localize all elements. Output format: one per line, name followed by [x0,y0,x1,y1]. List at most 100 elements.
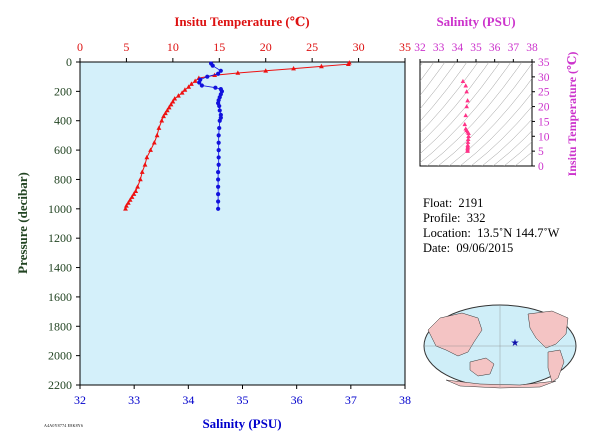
ts-contour-line [420,62,479,134]
ts-temperature-tick-label: 5 [538,146,544,158]
temperature-point [148,147,153,152]
salinity-point [216,71,221,76]
salinity-point [205,74,210,79]
temperature-point [139,169,145,174]
temperature-point [189,81,194,86]
temperature-point [176,93,181,98]
ts-contour-line [437,63,532,166]
salinity-tick-label: 35 [237,393,249,407]
float-label: Float: [423,196,453,210]
pressure-axis-label: Pressure (decibar) [15,172,30,274]
temperature-point [182,87,188,92]
salinity-point [216,184,221,189]
ts-salinity-axis-label: Salinity (PSU) [436,14,515,29]
salinity-tick-label: 36 [291,393,303,407]
pressure-tick-label: 1800 [48,319,72,333]
ts-contour-line [420,62,468,122]
salinity-point [218,68,223,73]
salinity-tick-label: 38 [399,393,411,407]
pressure-tick-label: 1200 [48,231,72,245]
ts-point [465,98,470,103]
pressure-tick-label: 400 [54,114,72,128]
ts-salinity-tick-label: 35 [470,42,482,54]
map-land-antarctica [445,379,557,389]
temperature-tick-label: 5 [123,40,129,54]
date-row: Date: 09/06/2015 [423,241,559,256]
ts-temperature-tick-label: 10 [538,131,550,143]
ts-salinity-tick-label: 32 [414,42,426,54]
pressure-tick-label: 600 [54,143,72,157]
pressure-tick-label: 2200 [48,378,72,392]
temperature-point [345,61,351,67]
ts-point [466,133,471,138]
temperature-tick-label: 20 [260,40,272,54]
ts-point [465,139,471,144]
ts-point [463,112,469,118]
float-value: 2191 [458,196,484,210]
pressure-tick-label: 2000 [48,349,72,363]
salinity-point [199,83,204,88]
salinity-point [216,170,221,175]
salinity-point [218,112,223,117]
map-land-north-america [527,310,569,349]
salinity-point [216,155,221,160]
temperature-point [156,125,162,130]
main-plot-area [79,61,406,386]
temperature-point [127,197,133,202]
ts-salinity-tick-label: 33 [433,42,445,54]
temperature-point [154,132,160,138]
temperature-point [137,176,143,182]
temperature-point [125,200,131,205]
salinity-point [210,63,215,68]
ts-temperature-axis-label: Insitu Temperature (℃) [565,52,579,177]
temperature-point [159,118,165,123]
temperature-point [172,96,178,101]
temperature-point [131,191,137,196]
ts-contour-line [426,62,523,166]
temperature-tick-label: 30 [353,40,365,54]
ts-temperature-tick-label: 30 [538,72,550,84]
ts-density-contours [420,62,532,166]
temperature-tick-label: 10 [167,40,179,54]
temperature-point [144,154,150,160]
ts-point [462,121,468,127]
profile-row: Profile: 332 [423,211,559,226]
salinity-point [217,125,222,131]
temperature-point [135,184,140,189]
pressure-tick-label: 1400 [48,261,72,275]
ts-scatter-points [460,78,471,153]
pressure-tick-label: 0 [66,55,72,69]
temperature-point [166,104,172,110]
ts-contour-line [420,62,490,145]
salinity-tick-label: 33 [128,393,140,407]
ts-temperature-tick-label: 0 [538,161,544,173]
temperature-point [235,70,241,75]
temperature-point [263,68,269,73]
profile-label: Profile: [423,211,461,225]
salinity-point [217,118,222,123]
temperature-point [186,84,192,89]
main-axis-ticks: 0 5 10 15 20 25 30 35 32 33 34 35 36 37 38 0 200 400 600 80… [48,40,411,407]
location-value: 13.5˚N 144.7˚W [477,226,560,240]
ts-temperature-tick-label: 15 [538,116,550,128]
salinity-point [217,103,222,109]
ts-contour-line [420,62,501,155]
ts-contour-line [420,62,435,82]
temperature-point [129,194,135,199]
salinity-point [216,133,221,138]
salinity-point [216,206,221,211]
salinity-point [216,162,221,167]
temperature-point [170,99,176,104]
salinity-point [216,199,221,204]
temperature-point [133,188,139,193]
temperature-point [161,113,166,119]
ts-contour-line [503,141,532,166]
ts-contour-line [420,62,512,164]
temperature-tick-label: 15 [213,40,225,54]
ts-contour-line [481,118,532,166]
salinity-tick-label: 32 [74,393,86,407]
main-plot-series [123,60,352,211]
ts-temperature-tick-label: 35 [538,57,550,69]
